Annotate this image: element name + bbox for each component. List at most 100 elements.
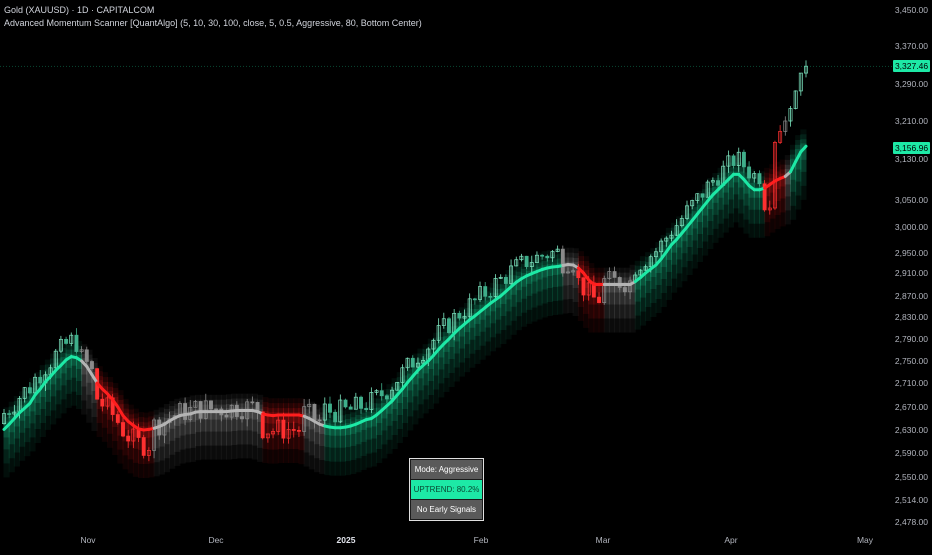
band-segment: [738, 167, 745, 200]
band-segment: [81, 344, 88, 415]
band-segment: [520, 273, 528, 287]
band-segment: [722, 172, 729, 205]
band-segment: [288, 403, 295, 450]
band-segment: [774, 175, 781, 190]
band-segment: [293, 398, 300, 464]
band-segment: [758, 181, 766, 210]
band-segment: [391, 378, 398, 449]
candle-body: [669, 234, 674, 239]
band-segment: [70, 349, 77, 378]
band-segment: [593, 281, 600, 293]
band-segment: [60, 343, 67, 414]
band-segment: [355, 405, 362, 473]
band-segment: [386, 389, 393, 440]
band-segment: [319, 417, 326, 446]
band-segment: [562, 247, 569, 314]
band-segment: [65, 353, 72, 368]
candle-body: [359, 396, 363, 409]
band-segment: [510, 279, 517, 295]
candle-body: [312, 403, 317, 421]
band-segment: [200, 399, 207, 446]
band-segment: [753, 186, 760, 198]
y-tick-label: 2,590.00: [895, 448, 928, 458]
band-segment: [355, 414, 362, 445]
band-segment: [629, 278, 636, 293]
band-segment: [691, 197, 698, 269]
band-segment: [464, 316, 471, 333]
band-segment: [308, 401, 315, 470]
band-segment: [624, 272, 631, 319]
momentum-line-segment: [794, 150, 803, 164]
band-segment: [44, 364, 52, 416]
band-segment: [526, 266, 533, 296]
band-segment: [603, 277, 610, 305]
band-segment: [572, 262, 579, 276]
band-segment: [401, 370, 409, 423]
band-segment: [13, 405, 21, 439]
candle-body: [302, 406, 307, 432]
indicator-title: Advanced Momentum Scanner [QuantAlgo] (5…: [4, 18, 422, 28]
band-segment: [339, 415, 346, 462]
line-value-tag-text: 3,156.96: [895, 143, 928, 153]
band-segment: [163, 413, 171, 445]
band-segment: [262, 411, 269, 424]
candle-body: [581, 277, 586, 296]
band-segment: [241, 393, 248, 459]
band-segment: [324, 414, 331, 462]
band-segment: [458, 321, 466, 337]
band-segment: [24, 396, 31, 429]
candle-body: [617, 277, 622, 288]
band-segment: [75, 350, 83, 381]
band-segment: [298, 408, 305, 437]
candle-body: [364, 408, 369, 411]
band-segment: [272, 412, 279, 424]
band-segment: [381, 403, 388, 419]
band-segment: [779, 169, 786, 199]
candle-body: [121, 422, 125, 437]
band-segment: [588, 277, 595, 293]
band-segment: [370, 403, 378, 453]
band-segment: [153, 419, 160, 449]
band-segment: [505, 270, 512, 340]
band-segment: [101, 372, 108, 442]
band-segment: [138, 412, 145, 478]
x-tick-label: Apr: [724, 535, 737, 545]
band-segment: [13, 409, 21, 427]
band-segment: [727, 157, 735, 228]
band-segment: [536, 252, 543, 320]
band-segment: [634, 260, 641, 330]
band-segment: [370, 398, 378, 467]
band-segment: [13, 395, 21, 467]
band-segment: [417, 348, 424, 419]
band-segment: [743, 162, 750, 234]
band-segment: [717, 167, 724, 238]
candle-body: [659, 240, 664, 253]
band-segment: [210, 404, 217, 432]
band-segment: [650, 262, 657, 277]
last-price-tag: 3,327.46: [893, 60, 930, 72]
band-segment: [127, 418, 134, 434]
band-segment: [148, 416, 155, 464]
band-segment: [169, 406, 176, 455]
candle-body: [762, 183, 767, 211]
band-segment: [562, 261, 569, 274]
band-segment: [619, 272, 626, 319]
band-segment: [551, 259, 559, 287]
band-segment: [536, 262, 543, 292]
band-segment: [386, 394, 393, 426]
band-segment: [670, 236, 678, 253]
band-segment: [334, 415, 341, 462]
candle-body: [317, 419, 322, 422]
band-segment: [479, 290, 486, 360]
band-segment: [412, 353, 419, 425]
band-segment: [800, 129, 807, 200]
band-segment: [8, 415, 15, 433]
candle-body: [328, 403, 332, 413]
band-segment: [702, 184, 709, 256]
band-segment: [334, 410, 341, 476]
band-segment: [169, 401, 176, 469]
candle-body: [348, 406, 353, 410]
band-segment: [205, 399, 212, 446]
candle-body: [555, 248, 560, 252]
band-segment: [572, 258, 579, 288]
